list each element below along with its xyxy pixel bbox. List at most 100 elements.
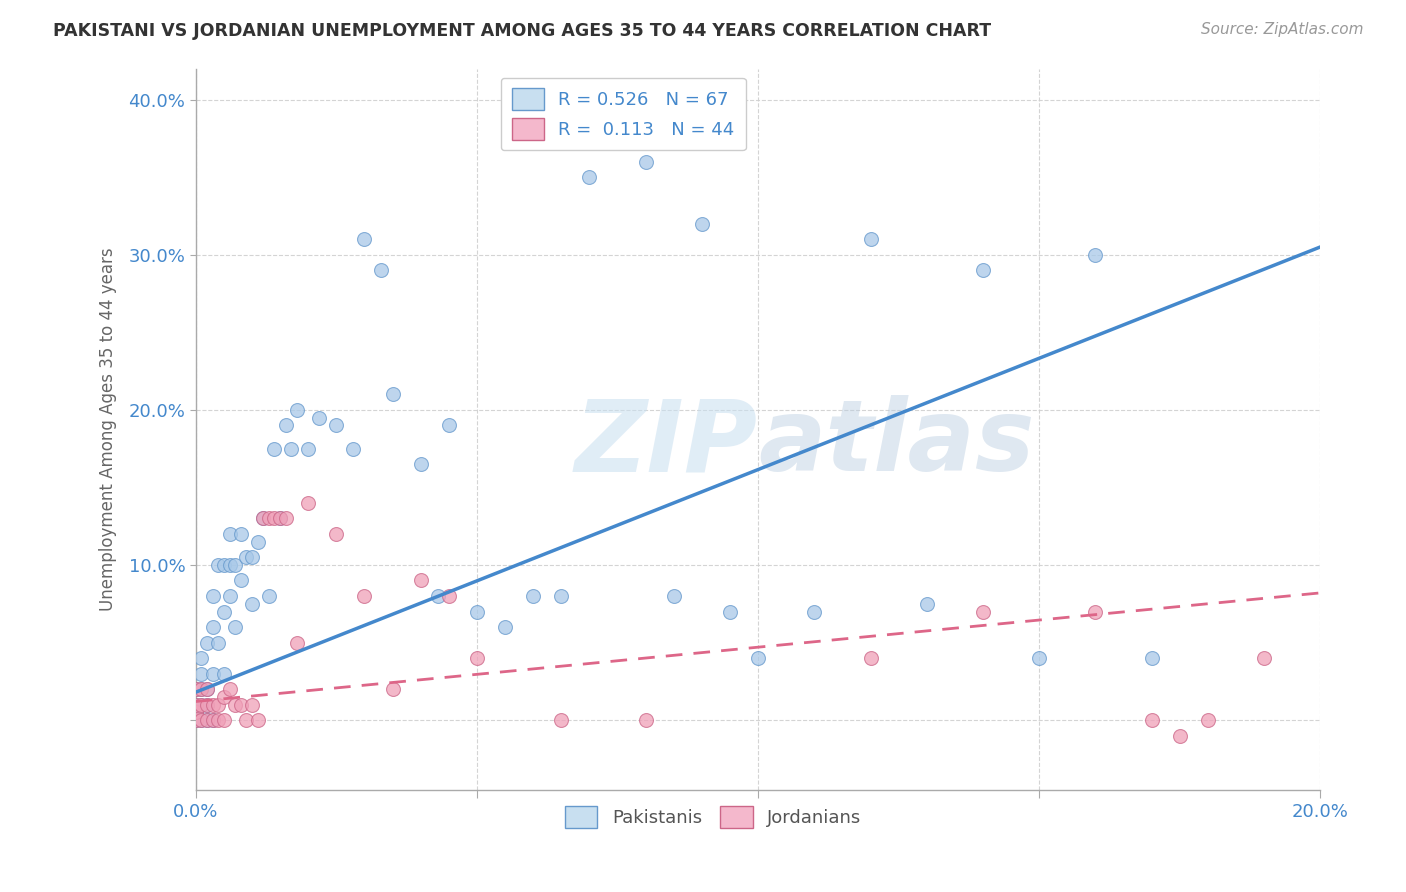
Point	[1028, 651, 1050, 665]
Point	[437, 589, 460, 603]
Point	[1084, 248, 1107, 262]
Point	[246, 713, 269, 727]
Y-axis label: Unemployment Among Ages 35 to 44 years: Unemployment Among Ages 35 to 44 years	[100, 247, 117, 611]
Point	[224, 558, 246, 572]
Point	[195, 698, 218, 712]
Point	[224, 620, 246, 634]
Point	[212, 690, 235, 704]
Point	[297, 496, 319, 510]
Point	[195, 713, 218, 727]
Point	[218, 558, 240, 572]
Point	[190, 682, 212, 697]
Point	[190, 651, 212, 665]
Point	[201, 713, 224, 727]
Point	[252, 511, 274, 525]
Point	[353, 232, 375, 246]
Point	[859, 651, 882, 665]
Point	[207, 713, 229, 727]
Point	[308, 410, 330, 425]
Point	[229, 698, 252, 712]
Point	[184, 713, 207, 727]
Point	[550, 713, 572, 727]
Point	[409, 457, 432, 471]
Point	[246, 534, 269, 549]
Point	[550, 589, 572, 603]
Point	[381, 387, 404, 401]
Point	[690, 217, 713, 231]
Point	[224, 698, 246, 712]
Point	[184, 706, 207, 720]
Point	[207, 558, 229, 572]
Point	[437, 418, 460, 433]
Point	[972, 605, 994, 619]
Point	[257, 589, 280, 603]
Point	[201, 589, 224, 603]
Point	[269, 511, 291, 525]
Point	[201, 620, 224, 634]
Point	[426, 589, 449, 603]
Point	[240, 597, 263, 611]
Point	[1197, 713, 1219, 727]
Point	[218, 589, 240, 603]
Point	[859, 232, 882, 246]
Point	[235, 550, 257, 565]
Point	[465, 651, 488, 665]
Point	[747, 651, 769, 665]
Point	[190, 682, 212, 697]
Point	[190, 713, 212, 727]
Text: Source: ZipAtlas.com: Source: ZipAtlas.com	[1201, 22, 1364, 37]
Point	[184, 682, 207, 697]
Point	[212, 558, 235, 572]
Point	[184, 698, 207, 712]
Point	[195, 635, 218, 649]
Point	[184, 682, 207, 697]
Point	[212, 666, 235, 681]
Point	[297, 442, 319, 456]
Point	[201, 666, 224, 681]
Point	[235, 713, 257, 727]
Point	[269, 511, 291, 525]
Point	[325, 418, 347, 433]
Point	[195, 682, 218, 697]
Point	[1084, 605, 1107, 619]
Point	[229, 574, 252, 588]
Point	[280, 442, 302, 456]
Point	[972, 263, 994, 277]
Point	[915, 597, 938, 611]
Point	[184, 713, 207, 727]
Point	[370, 263, 392, 277]
Point	[201, 713, 224, 727]
Point	[207, 698, 229, 712]
Point	[184, 706, 207, 720]
Point	[353, 589, 375, 603]
Point	[1140, 651, 1163, 665]
Point	[1168, 729, 1191, 743]
Point	[195, 713, 218, 727]
Point	[190, 666, 212, 681]
Point	[252, 511, 274, 525]
Point	[465, 605, 488, 619]
Point	[409, 574, 432, 588]
Point	[662, 589, 685, 603]
Point	[263, 511, 285, 525]
Point	[1253, 651, 1275, 665]
Point	[207, 635, 229, 649]
Point	[257, 511, 280, 525]
Point	[190, 698, 212, 712]
Point	[263, 442, 285, 456]
Point	[201, 698, 224, 712]
Point	[240, 698, 263, 712]
Point	[325, 527, 347, 541]
Point	[381, 682, 404, 697]
Point	[212, 713, 235, 727]
Text: ZIP: ZIP	[575, 395, 758, 492]
Point	[190, 698, 212, 712]
Point	[634, 713, 657, 727]
Point	[634, 154, 657, 169]
Point	[718, 605, 741, 619]
Point	[803, 605, 825, 619]
Point	[285, 635, 308, 649]
Point	[218, 527, 240, 541]
Text: atlas: atlas	[758, 395, 1035, 492]
Point	[274, 418, 297, 433]
